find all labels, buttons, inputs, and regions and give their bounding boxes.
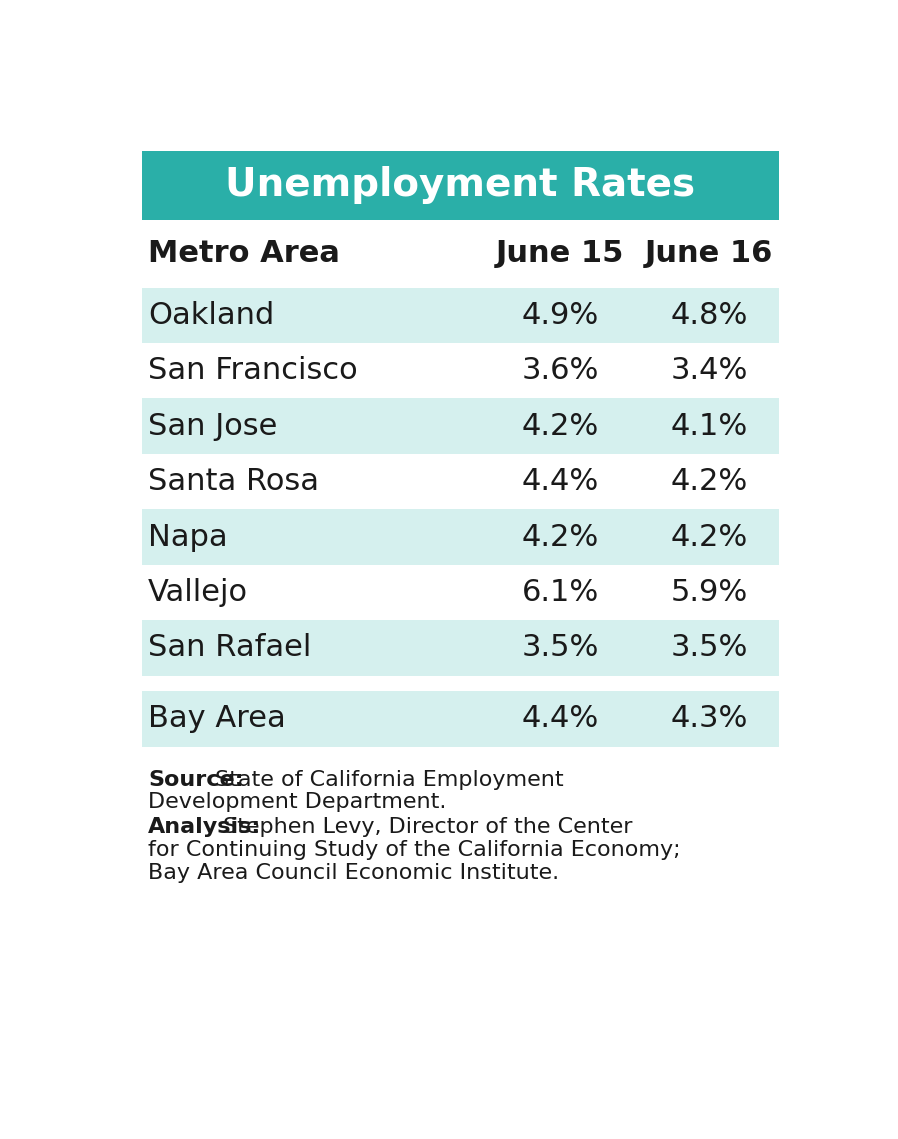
FancyBboxPatch shape [142, 621, 779, 675]
Text: San Francisco: San Francisco [148, 357, 357, 385]
Text: 6.1%: 6.1% [522, 577, 599, 607]
Text: 4.2%: 4.2% [671, 523, 748, 551]
Text: 3.4%: 3.4% [670, 357, 748, 385]
Text: Stephen Levy, Director of the Center: Stephen Levy, Director of the Center [223, 818, 632, 837]
Text: 5.9%: 5.9% [671, 577, 748, 607]
Text: Vallejo: Vallejo [148, 577, 248, 607]
FancyBboxPatch shape [142, 509, 779, 565]
Text: San Rafael: San Rafael [148, 633, 312, 663]
Text: Analysis:: Analysis: [148, 818, 261, 837]
FancyBboxPatch shape [142, 454, 779, 509]
Text: Santa Rosa: Santa Rosa [148, 467, 319, 497]
Text: Source:: Source: [148, 770, 243, 789]
Text: Metro Area: Metro Area [148, 239, 339, 268]
Text: Oakland: Oakland [148, 301, 274, 330]
Text: 4.4%: 4.4% [522, 467, 599, 497]
FancyBboxPatch shape [142, 565, 779, 621]
FancyBboxPatch shape [142, 343, 779, 399]
FancyBboxPatch shape [142, 150, 779, 220]
Text: 4.2%: 4.2% [522, 523, 599, 551]
Text: June 16: June 16 [645, 239, 773, 268]
Text: 4.2%: 4.2% [671, 467, 748, 497]
Text: Bay Area Council Economic Institute.: Bay Area Council Economic Institute. [148, 863, 559, 883]
Text: Unemployment Rates: Unemployment Rates [225, 166, 695, 204]
Text: 3.6%: 3.6% [522, 357, 599, 385]
FancyBboxPatch shape [142, 691, 779, 746]
Text: 4.2%: 4.2% [522, 411, 599, 441]
Text: 4.9%: 4.9% [522, 301, 599, 330]
FancyBboxPatch shape [142, 288, 779, 343]
Text: Bay Area: Bay Area [148, 704, 286, 734]
Text: for Continuing Study of the California Economy;: for Continuing Study of the California E… [148, 841, 681, 860]
Text: 4.1%: 4.1% [671, 411, 748, 441]
Text: June 15: June 15 [496, 239, 624, 268]
FancyBboxPatch shape [142, 399, 779, 454]
Text: State of California Employment: State of California Employment [216, 770, 564, 789]
Text: 4.8%: 4.8% [670, 301, 748, 330]
Text: 4.4%: 4.4% [522, 704, 599, 734]
Text: San Jose: San Jose [148, 411, 277, 441]
Text: 3.5%: 3.5% [522, 633, 599, 663]
Text: Napa: Napa [148, 523, 227, 551]
Text: Development Department.: Development Department. [148, 793, 446, 812]
Text: 4.3%: 4.3% [670, 704, 748, 734]
Text: 3.5%: 3.5% [670, 633, 748, 663]
